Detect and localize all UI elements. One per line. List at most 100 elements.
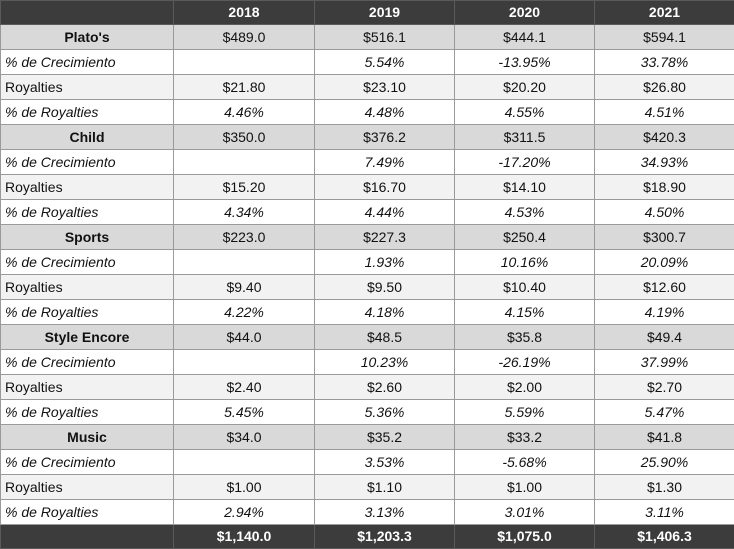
header-cell: 2019 [314,0,455,25]
royalties-value: $12.60 [594,274,734,300]
royalties-pct-row: % de Royalties 4.22% 4.18% 4.15% 4.19% [0,299,734,325]
royalties-label: Royalties [0,274,174,300]
growth-value: 10.23% [314,349,455,375]
section-name: Style Encore [0,324,174,350]
royalties-value: $2.70 [594,374,734,400]
growth-value: 20.09% [594,249,734,275]
header-cell: 2021 [594,0,734,25]
sales-value: $311.5 [454,124,595,150]
royalties-row: Royalties $15.20 $16.70 $14.10 $18.90 [0,174,734,200]
growth-value: -5.68% [454,449,595,475]
sales-value: $227.3 [314,224,455,250]
growth-value: -13.95% [454,49,595,75]
royalties-value: $15.20 [173,174,315,200]
growth-value: 3.53% [314,449,455,475]
sales-value: $420.3 [594,124,734,150]
royalties-row: Royalties $2.40 $2.60 $2.00 $2.70 [0,374,734,400]
section-name: Music [0,424,174,450]
royalties-value: $10.40 [454,274,595,300]
sales-value: $250.4 [454,224,595,250]
growth-label: % de Crecimiento [0,349,174,375]
sales-value: $516.1 [314,24,455,50]
royalties-pct-value: 4.48% [314,99,455,125]
section-row: Sports $223.0 $227.3 $250.4 $300.7 [0,224,734,250]
royalties-pct-value: 3.11% [594,499,734,525]
growth-row: % de Crecimiento 5.54% -13.95% 33.78% [0,49,734,75]
royalties-pct-value: 4.44% [314,199,455,225]
royalties-pct-value: 4.55% [454,99,595,125]
growth-value: 25.90% [594,449,734,475]
growth-row: % de Crecimiento 3.53% -5.68% 25.90% [0,449,734,475]
royalties-pct-label: % de Royalties [0,299,174,325]
royalties-pct-value: 4.22% [173,299,315,325]
sales-value: $41.8 [594,424,734,450]
royalties-pct-value: 4.18% [314,299,455,325]
section-name: Sports [0,224,174,250]
sales-value: $35.8 [454,324,595,350]
royalties-pct-label: % de Royalties [0,99,174,125]
royalties-value: $2.40 [173,374,315,400]
growth-value [173,349,315,375]
header-cell [0,0,174,25]
sales-value: $35.2 [314,424,455,450]
section-row: Child $350.0 $376.2 $311.5 $420.3 [0,124,734,150]
sales-value: $44.0 [173,324,315,350]
royalties-value: $1.30 [594,474,734,500]
sales-value: $49.4 [594,324,734,350]
growth-value: 10.16% [454,249,595,275]
growth-label: % de Crecimiento [0,449,174,475]
royalties-pct-value: 2.94% [173,499,315,525]
royalties-pct-value: 4.15% [454,299,595,325]
royalties-pct-value: 3.01% [454,499,595,525]
growth-value: 5.54% [314,49,455,75]
royalties-row: Royalties $1.00 $1.10 $1.00 $1.30 [0,474,734,500]
header-row: 2018 2019 2020 2021 [0,0,734,25]
growth-label: % de Crecimiento [0,149,174,175]
sales-value: $48.5 [314,324,455,350]
growth-row: % de Crecimiento 1.93% 10.16% 20.09% [0,249,734,275]
growth-value: 7.49% [314,149,455,175]
sales-value: $300.7 [594,224,734,250]
growth-label: % de Crecimiento [0,49,174,75]
royalties-pct-value: 4.34% [173,199,315,225]
total-row: $1,140.0 $1,203.3 $1,075.0 $1,406.3 [0,524,734,549]
royalties-value: $2.00 [454,374,595,400]
total-cell: $1,406.3 [594,524,734,549]
royalties-label: Royalties [0,374,174,400]
sales-value: $34.0 [173,424,315,450]
total-cell: $1,203.3 [314,524,455,549]
royalties-value: $23.10 [314,74,455,100]
sales-value: $489.0 [173,24,315,50]
royalties-pct-value: 5.59% [454,399,595,425]
growth-value: 34.93% [594,149,734,175]
sales-value: $376.2 [314,124,455,150]
section-row: Style Encore $44.0 $48.5 $35.8 $49.4 [0,324,734,350]
royalties-pct-value: 4.50% [594,199,734,225]
header-cell: 2018 [173,0,315,25]
growth-value: -17.20% [454,149,595,175]
royalties-row: Royalties $21.80 $23.10 $20.20 $26.80 [0,74,734,100]
royalties-pct-label: % de Royalties [0,499,174,525]
royalties-pct-label: % de Royalties [0,199,174,225]
growth-value: -26.19% [454,349,595,375]
sales-value: $350.0 [173,124,315,150]
royalties-value: $14.10 [454,174,595,200]
growth-value [173,149,315,175]
growth-value [173,249,315,275]
royalties-pct-row: % de Royalties 4.46% 4.48% 4.55% 4.51% [0,99,734,125]
growth-value [173,449,315,475]
growth-value: 1.93% [314,249,455,275]
royalties-label: Royalties [0,74,174,100]
growth-value [173,49,315,75]
royalties-pct-row: % de Royalties 4.34% 4.44% 4.53% 4.50% [0,199,734,225]
royalties-pct-value: 4.51% [594,99,734,125]
royalties-row: Royalties $9.40 $9.50 $10.40 $12.60 [0,274,734,300]
total-cell: $1,075.0 [454,524,595,549]
royalties-value: $1.00 [454,474,595,500]
royalties-label: Royalties [0,174,174,200]
section-name: Child [0,124,174,150]
royalties-pct-value: 5.45% [173,399,315,425]
royalties-value: $1.00 [173,474,315,500]
